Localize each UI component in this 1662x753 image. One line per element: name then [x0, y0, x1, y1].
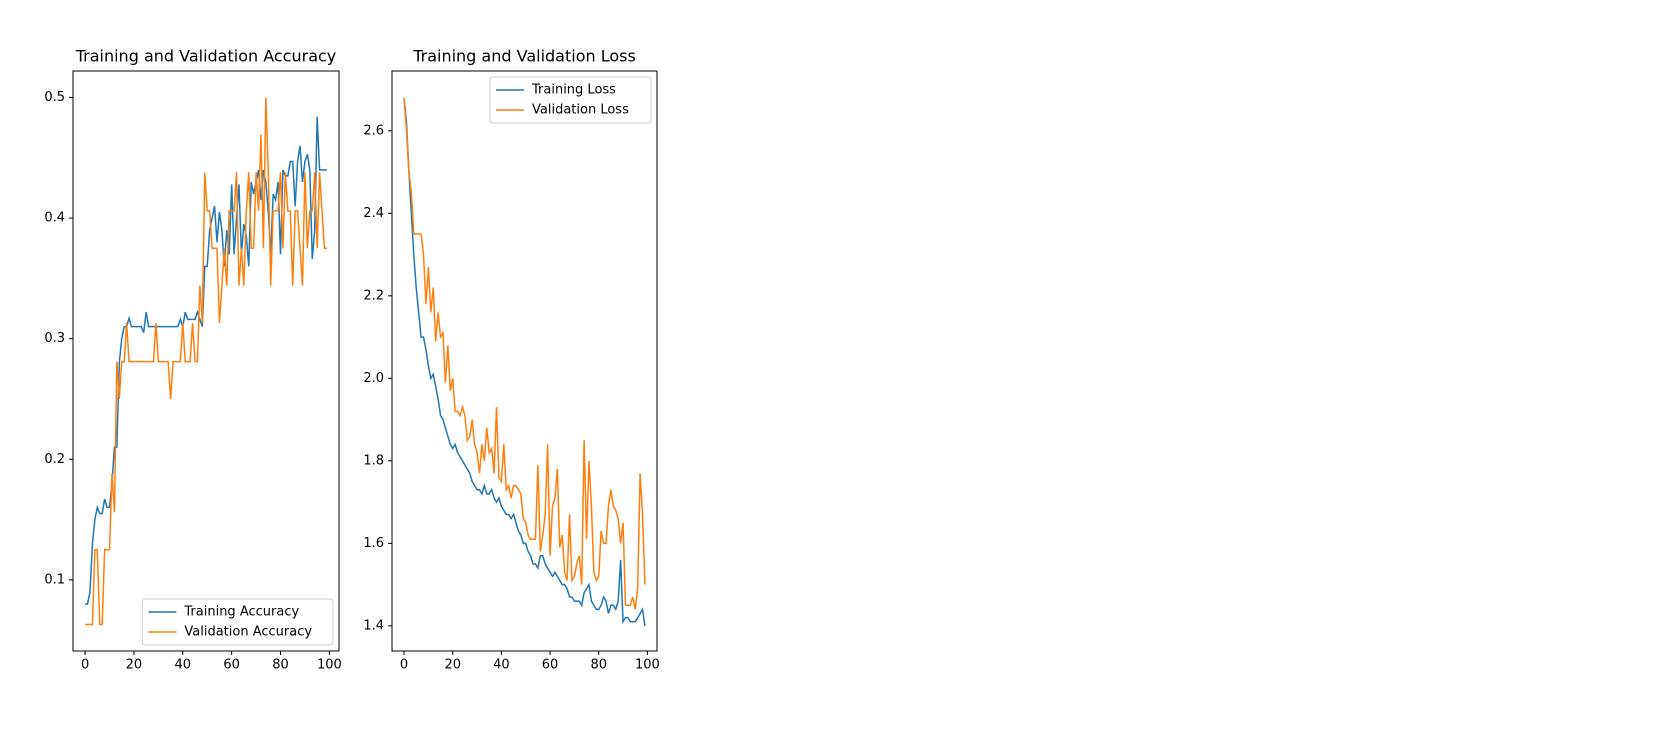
legend-box	[141, 598, 334, 646]
y-tick-label: 0.5	[44, 90, 65, 105]
x-tick-label: 100	[635, 658, 660, 673]
x-tick-label: 0	[400, 658, 408, 673]
y-tick-label: 1.6	[363, 536, 384, 551]
legend-label: Training Loss	[531, 83, 616, 98]
y-tick-label: 1.8	[363, 453, 384, 468]
chart-title: Training and Validation Accuracy	[75, 47, 337, 66]
y-tick-label: 1.4	[363, 618, 384, 633]
legend-label: Training Accuracy	[183, 605, 299, 620]
series-line	[403, 97, 646, 626]
y-tick-label: 0.2	[44, 452, 65, 467]
x-tick-label: 100	[317, 658, 342, 673]
y-tick-label: 0.4	[44, 211, 65, 226]
y-tick-label: 0.3	[44, 331, 65, 346]
y-tick-label: 0.1	[44, 572, 65, 587]
series-line	[85, 116, 327, 605]
y-tick-label: 2.4	[363, 206, 384, 221]
x-tick-label: 60	[223, 658, 240, 673]
legend-label: Validation Loss	[532, 103, 629, 118]
legend: Training Loss Validation Loss	[489, 76, 652, 124]
x-tick-label: 40	[175, 658, 192, 673]
x-tick-label: 60	[542, 658, 559, 673]
x-tick-label: 40	[493, 658, 510, 673]
x-tick-label: 80	[272, 658, 289, 673]
series-line	[403, 97, 646, 610]
chart-title: Training and Validation Loss	[412, 47, 636, 66]
y-tick-label: 2.6	[363, 123, 384, 138]
legend-box	[489, 76, 652, 124]
axes-frame	[72, 70, 340, 652]
series-line	[85, 97, 327, 626]
legend-label: Validation Accuracy	[184, 625, 312, 640]
x-tick-label: 20	[444, 658, 461, 673]
y-tick-label: 2.2	[363, 288, 384, 303]
x-tick-label: 0	[81, 658, 89, 673]
axes-frame	[391, 70, 658, 652]
x-tick-label: 20	[126, 658, 143, 673]
x-tick-label: 80	[590, 658, 607, 673]
y-tick-label: 2.0	[363, 371, 384, 386]
legend: Training Accuracy Validation Accuracy	[141, 598, 334, 646]
